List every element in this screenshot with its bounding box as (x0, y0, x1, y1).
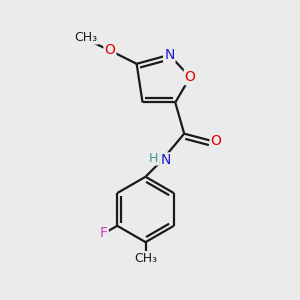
Text: N: N (160, 153, 171, 167)
Text: CH₃: CH₃ (74, 31, 98, 44)
Text: N: N (164, 48, 175, 62)
Text: CH₃: CH₃ (134, 252, 157, 265)
Text: O: O (185, 70, 196, 84)
Text: F: F (100, 226, 108, 240)
Text: O: O (211, 134, 221, 148)
Text: O: O (104, 44, 115, 57)
Text: H: H (149, 152, 158, 164)
